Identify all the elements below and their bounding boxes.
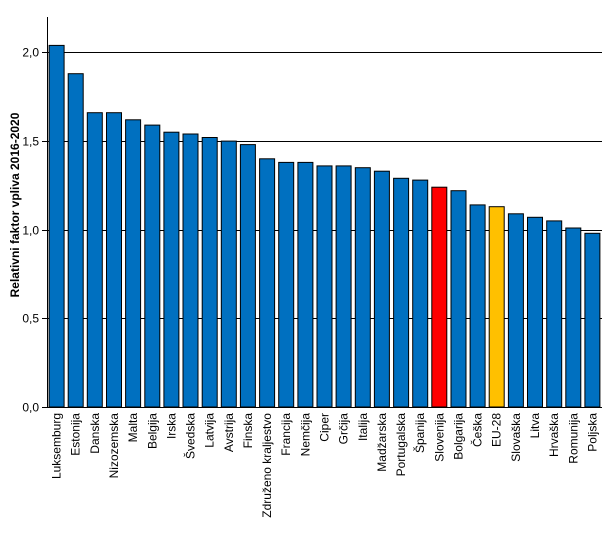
bar-eu-28 [488, 206, 505, 408]
x-tick-label: Slovenija [432, 413, 446, 462]
bar-irska [163, 131, 180, 408]
y-tick-label: 1,5 [22, 135, 39, 149]
bars [48, 44, 601, 408]
x-tick-label: Slovaška [509, 413, 523, 462]
bar-ciper [316, 165, 333, 408]
x-tick-label: Estonija [69, 413, 83, 456]
x-tick-label: Italija [356, 413, 370, 441]
x-tick-label: Francija [279, 413, 293, 456]
bar-hrvaška [546, 220, 563, 408]
bar-španija [412, 179, 429, 408]
bar-slovenija [431, 186, 448, 408]
bar-latvija [201, 137, 218, 408]
x-tick-label: Grčija [337, 413, 351, 445]
x-tick-label: Latvija [203, 413, 217, 448]
bar-nemčija [297, 161, 314, 408]
x-tick-label: Nemčija [298, 413, 312, 457]
x-tick-label: Češka [470, 413, 485, 447]
bar-finska [239, 144, 256, 408]
x-tick-label: Belgija [145, 413, 159, 449]
x-tick-label: Nizozemska [107, 413, 121, 479]
bar-estonija [67, 73, 84, 408]
x-tick-label: Finska [241, 413, 255, 449]
bar-nizozemska [106, 112, 122, 408]
bar-portugalska [393, 177, 410, 408]
bar-avstrija [220, 140, 237, 408]
x-tick-label: Združeno kraljestvo [260, 413, 274, 518]
x-tick-label: Malta [126, 413, 140, 443]
y-tick-labels: 0,0 0,5 1,0 1,5 2,0 [22, 46, 39, 415]
bar-malta [125, 119, 142, 408]
bar-luksemburg [48, 44, 65, 408]
x-tick-label: Madžarska [375, 413, 389, 472]
x-tick-label: Romunija [566, 413, 580, 464]
bar-bolgarija [450, 190, 467, 408]
x-tick-label: Litva [528, 413, 542, 439]
x-tick-label: Luksemburg [50, 413, 64, 479]
bar-združeno-kraljestvo [259, 158, 276, 408]
x-tick-label: Avstrija [222, 413, 236, 452]
bar-češka [469, 204, 486, 408]
x-tick-label: Hrvaška [547, 413, 561, 457]
x-tick-label: EU-28 [490, 413, 504, 447]
bar-belgija [144, 124, 161, 408]
x-tick-labels: Luksemburg Estonija Danska Nizozemska Malta B… [50, 413, 600, 518]
x-tick-label: Španija [412, 413, 427, 453]
x-tick-label: Poljska [585, 413, 599, 452]
x-tick-label: Ciper [318, 413, 332, 442]
x-tick-label: Bolgarija [451, 413, 465, 460]
y-tick-label: 0,0 [22, 401, 39, 415]
bar-romunija [565, 227, 582, 408]
x-tick-label: Portugalska [394, 413, 408, 477]
y-tick-label: 2,0 [22, 46, 39, 60]
bar-danska [86, 112, 103, 408]
y-tick-label: 1,0 [22, 224, 39, 238]
bar-slovaška [507, 213, 524, 408]
bar-grčija [335, 165, 352, 408]
bar-madžarska [373, 170, 390, 408]
bar-francija [278, 161, 295, 408]
bar-litva [527, 216, 543, 408]
x-tick-label: Švedska [183, 413, 198, 459]
bar-poljska [584, 232, 601, 408]
x-tick-label: Irska [164, 413, 178, 439]
y-tick-label: 0,5 [22, 312, 39, 326]
axes [42, 17, 602, 408]
y-axis-title: Relativni faktor vpliva 2016-2020 [8, 112, 22, 297]
x-tick-label: Danska [88, 413, 102, 454]
bar-švedska [182, 133, 199, 408]
bar-italija [354, 167, 371, 408]
